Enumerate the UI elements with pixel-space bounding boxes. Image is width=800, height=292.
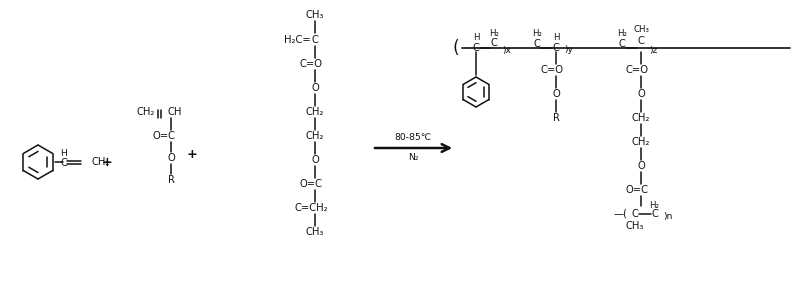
Text: O: O: [637, 161, 645, 171]
Text: )x: )x: [502, 46, 511, 55]
Text: CH₃: CH₃: [306, 10, 324, 20]
Text: CH₃: CH₃: [306, 227, 324, 237]
Text: CH₂: CH₂: [632, 113, 650, 123]
Text: O=C: O=C: [299, 179, 322, 189]
Text: —(: —(: [613, 209, 627, 219]
Text: C: C: [651, 209, 658, 219]
Text: CH₂: CH₂: [632, 137, 650, 147]
Text: O=C: O=C: [626, 185, 649, 195]
Text: C=O: C=O: [626, 65, 649, 75]
Text: C=O: C=O: [299, 59, 322, 69]
Text: R: R: [167, 175, 174, 185]
Text: C: C: [638, 36, 645, 46]
Text: O=C: O=C: [153, 131, 175, 141]
Text: CH₂: CH₂: [92, 157, 110, 167]
Text: (: (: [452, 39, 459, 57]
Text: H₂: H₂: [489, 29, 499, 39]
Text: O: O: [167, 153, 175, 163]
Text: O: O: [637, 89, 645, 99]
Text: O: O: [311, 83, 319, 93]
Text: C: C: [490, 38, 498, 48]
Text: )z: )z: [649, 46, 658, 55]
Text: CH: CH: [167, 107, 182, 117]
Text: 80-85℃: 80-85℃: [394, 133, 431, 142]
Text: )n: )n: [663, 211, 672, 220]
Text: C: C: [473, 43, 479, 53]
Text: H₂C=: H₂C=: [284, 35, 311, 45]
Text: )y: )y: [564, 46, 573, 55]
Text: C: C: [534, 39, 541, 49]
Text: C: C: [311, 35, 318, 45]
Text: H: H: [61, 150, 67, 159]
Text: H: H: [473, 34, 479, 43]
Text: H: H: [553, 34, 559, 43]
Text: C: C: [553, 43, 559, 53]
Text: +: +: [186, 149, 198, 161]
Text: C: C: [618, 39, 626, 49]
Text: CH₃: CH₃: [626, 221, 644, 231]
Text: CH₂: CH₂: [306, 107, 324, 117]
Text: C=O: C=O: [541, 65, 563, 75]
Text: H₂: H₂: [649, 201, 659, 211]
Text: C: C: [61, 158, 67, 168]
Text: CH₂: CH₂: [137, 107, 155, 117]
Text: CH₃: CH₃: [633, 25, 649, 34]
Text: C=CH₂: C=CH₂: [294, 203, 328, 213]
Text: CH₂: CH₂: [306, 131, 324, 141]
Text: O: O: [552, 89, 560, 99]
Text: O: O: [311, 155, 319, 165]
Text: +: +: [102, 156, 112, 168]
Text: H₂: H₂: [617, 29, 627, 39]
Text: H₂: H₂: [532, 29, 542, 39]
Text: N₂: N₂: [408, 154, 418, 163]
Text: R: R: [553, 113, 559, 123]
Text: C: C: [631, 209, 638, 219]
